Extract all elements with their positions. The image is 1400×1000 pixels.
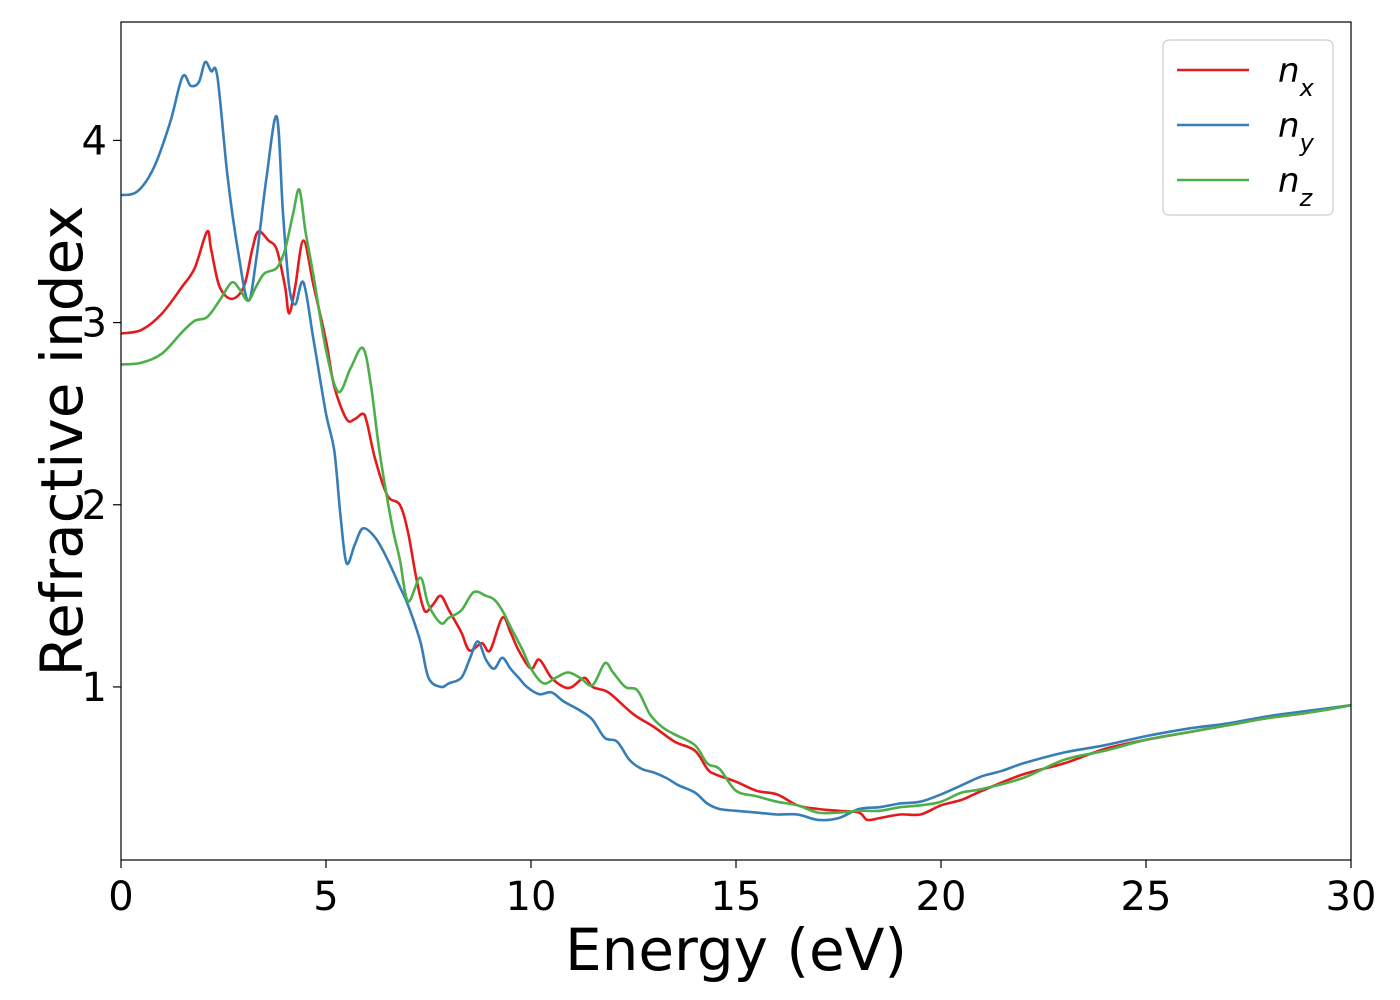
x-axis-label: Energy (eV) bbox=[565, 916, 907, 984]
axis-ticks: 0 5 10 15 20 25 30 1 2 3 4 bbox=[82, 118, 1377, 920]
series-line-z bbox=[120, 188, 1352, 815]
x-tick-label: 20 bbox=[916, 874, 967, 920]
x-tick-label: 30 bbox=[1326, 874, 1377, 920]
y-tick-label: 2 bbox=[82, 483, 107, 529]
legend-box bbox=[1162, 39, 1334, 216]
y-tick-label: 1 bbox=[82, 665, 107, 711]
series-lines bbox=[120, 60, 1352, 822]
series-line-y bbox=[120, 60, 1352, 822]
y-axis-label: Refractive index bbox=[28, 205, 96, 676]
y-tick-label: 4 bbox=[82, 118, 107, 164]
series-line-x bbox=[120, 229, 1352, 822]
x-tick-label: 15 bbox=[711, 874, 762, 920]
x-tick-label: 25 bbox=[1121, 874, 1172, 920]
x-tick-label: 5 bbox=[313, 874, 338, 920]
x-tick-label: 10 bbox=[506, 874, 557, 920]
x-tick-label: 0 bbox=[108, 874, 133, 920]
y-tick-label: 3 bbox=[82, 301, 107, 347]
